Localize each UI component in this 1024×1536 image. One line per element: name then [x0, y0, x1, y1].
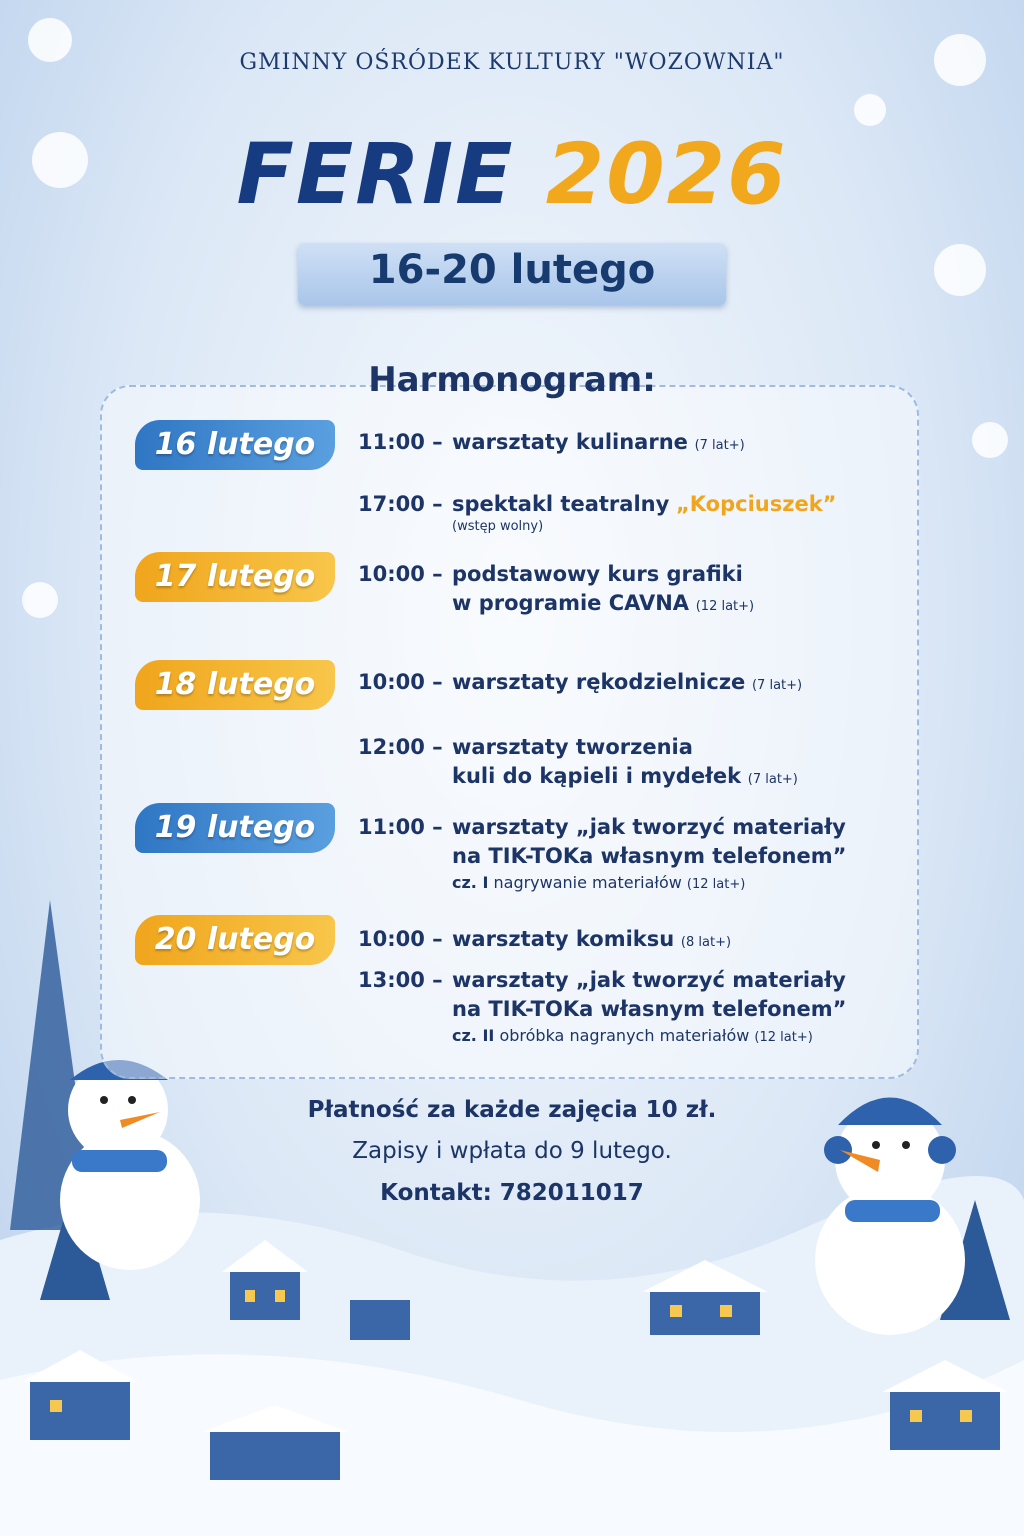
event-age: (7 lat+): [751, 678, 803, 693]
event-part: cz. I: [452, 873, 489, 892]
event-line: 12:00 – warsztaty tworzenia: [358, 733, 798, 762]
event-note: cz. II obróbka nagranych materiałów (12 …: [358, 1024, 846, 1050]
event-title: warsztaty komiksu: [452, 927, 675, 951]
day-badge: 16 lutego: [135, 420, 335, 470]
day-badge: 20 lutego: [135, 915, 335, 965]
event: 13:00 – warsztaty „jak tworzyć materiały n…: [358, 966, 846, 1050]
payment: Płatność za każde zajęcia 10 zł.: [307, 1097, 717, 1123]
event-title: na TIK-TOKa własnym telefonem”: [452, 844, 847, 868]
event-age: (7 lat+): [694, 438, 745, 453]
title-year: 2026: [545, 125, 788, 223]
title: FERIE 2026: [0, 125, 1024, 223]
organizer: GMINNY OŚRÓDEK KULTURY "WOZOWNIA": [239, 50, 785, 75]
title-word: FERIE: [236, 125, 515, 223]
event-title: spektakl teatralny: [452, 492, 670, 516]
contact: Kontakt: 782011017: [380, 1180, 644, 1206]
ribbon: [298, 243, 726, 305]
day-badge: 17 lutego: [135, 552, 335, 602]
event-title: warsztaty tworzenia: [452, 735, 693, 759]
event-title: w programie CAVNA: [452, 591, 690, 615]
event-title: warsztaty rękodzielnicze: [452, 670, 746, 694]
event-age: (12 lat+): [695, 599, 755, 614]
event-part: cz. II: [452, 1026, 495, 1045]
day-badge: 18 lutego: [135, 660, 335, 710]
event-title: kuli do kąpieli i mydełek: [452, 764, 742, 788]
event-line: 10:00 – warsztaty rękodzielnicze (7 lat+): [358, 668, 802, 700]
event-title: warsztaty „jak tworzyć materiały: [452, 968, 846, 992]
event-time: 12:00 –: [358, 735, 443, 759]
event-title: na TIK-TOKa własnym telefonem”: [452, 997, 847, 1021]
event-note: cz. I nagrywanie materiałów (12 lat+): [358, 871, 846, 897]
event: 10:00 – warsztaty komiksu (8 lat+): [358, 925, 731, 957]
event-note: (wstęp wolny): [452, 519, 544, 534]
dates: 16-20 lutego: [368, 247, 656, 293]
event-title: warsztaty „jak tworzyć materiały: [452, 815, 846, 839]
event-time: 10:00 –: [358, 670, 443, 694]
event-line: 11:00 – warsztaty kulinarne (7 lat+): [358, 428, 745, 460]
day-badge: 19 lutego: [135, 803, 335, 853]
event-line: na TIK-TOKa własnym telefonem”: [358, 842, 846, 871]
event-age: (12 lat+): [754, 1030, 813, 1045]
event-line: 10:00 – podstawowy kurs grafiki: [358, 560, 754, 589]
event-line: 13:00 – warsztaty „jak tworzyć materiały: [358, 966, 846, 995]
event-line: na TIK-TOKa własnym telefonem”: [358, 995, 846, 1024]
event-time: 11:00 –: [358, 430, 443, 454]
event-age: (12 lat+): [686, 877, 746, 892]
signup: Zapisy i wpłata do 9 lutego.: [352, 1138, 672, 1164]
event-time: 17:00 –: [358, 492, 443, 516]
schedule-heading: Harmonogram:: [368, 360, 656, 400]
event: 10:00 – warsztaty rękodzielnicze (7 lat+): [358, 668, 802, 700]
event-time: 10:00 –: [358, 927, 443, 951]
event: 17:00 – spektakl teatralny „Kopciuszek” (w…: [358, 490, 836, 535]
event-time: 10:00 –: [358, 562, 443, 586]
event-time: 13:00 –: [358, 968, 443, 992]
event: 11:00 – warsztaty kulinarne (7 lat+): [358, 428, 745, 460]
event: 10:00 – podstawowy kurs grafiki w programi…: [358, 560, 754, 621]
event-line: kuli do kąpieli i mydełek (7 lat+): [358, 762, 798, 794]
event: 12:00 – warsztaty tworzenia kuli do kąpiel…: [358, 733, 798, 794]
event-time: 11:00 –: [358, 815, 443, 839]
event-title: warsztaty kulinarne: [452, 430, 688, 454]
event-line: w programie CAVNA (12 lat+): [358, 589, 754, 621]
event-line: 17:00 – spektakl teatralny „Kopciuszek”: [358, 490, 836, 519]
event-note-text: nagrywanie materiałów: [493, 873, 682, 892]
event: 11:00 – warsztaty „jak tworzyć materiały n…: [358, 813, 846, 897]
event-age: (7 lat+): [747, 772, 798, 787]
event-title: podstawowy kurs grafiki: [452, 562, 743, 586]
event-line: 10:00 – warsztaty komiksu (8 lat+): [358, 925, 731, 957]
event-age: (8 lat+): [680, 935, 732, 950]
event-note-text: obróbka nagranych materiałów: [499, 1026, 750, 1045]
event-highlight: „Kopciuszek”: [675, 492, 837, 516]
event-line: 11:00 – warsztaty „jak tworzyć materiały: [358, 813, 846, 842]
